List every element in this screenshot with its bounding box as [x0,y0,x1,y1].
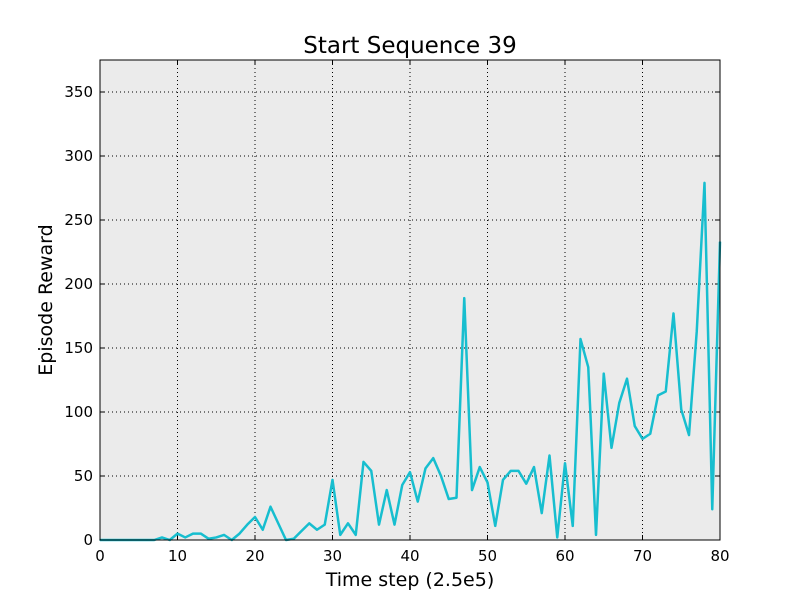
data-point [339,534,342,536]
chart-title: Start Sequence 39 [303,33,517,59]
data-point [610,447,613,449]
x-tick-label: 70 [633,547,652,565]
data-point [649,432,652,435]
data-point [641,438,644,440]
data-point [370,470,373,472]
data-point [354,534,357,536]
data-point [215,536,218,539]
data-point [657,394,659,397]
x-tick-label: 30 [323,547,342,565]
y-tick-label: 100 [64,403,93,421]
x-tick-label: 80 [710,547,729,565]
y-tick-label: 200 [64,275,93,293]
y-tick-label: 50 [74,467,93,485]
data-point [509,470,512,472]
data-point [486,481,489,484]
data-point [680,408,683,411]
x-tick-label: 10 [168,547,187,565]
data-point [626,377,628,380]
data-point [440,475,442,477]
data-point [602,372,605,375]
axis-ticks: 0 10 20 30 40 50 60 70 80 0 50 100 150 200 250 300 350 [64,60,730,565]
data-point [385,489,388,491]
y-tick-label: 150 [64,339,93,357]
data-point [455,496,458,499]
data-point [540,512,543,514]
data-point [238,532,241,535]
data-point [517,470,520,472]
x-tick-label: 20 [245,547,264,565]
data-point [579,338,582,340]
data-point [347,522,349,525]
data-point [277,522,280,525]
x-axis-title: Time step (2.5e5) [325,569,495,591]
x-tick-label: 50 [478,547,497,565]
data-point [184,536,187,539]
data-point [223,534,225,536]
data-point [533,466,535,468]
data-point [672,312,675,315]
data-point [331,479,334,481]
data-point [478,466,481,468]
data-point [254,516,256,518]
data-point [463,297,466,299]
data-point [378,523,380,526]
data-point [618,402,621,404]
data-point [393,523,396,526]
series-group [99,181,722,542]
data-point [269,505,272,508]
data-point [711,508,714,511]
data-point [308,522,311,525]
data-point [564,462,566,465]
x-tick-label: 0 [95,547,105,565]
data-point [571,525,574,527]
data-point [207,537,210,540]
data-point [688,434,690,436]
data-point [292,537,295,540]
data-point [633,425,636,427]
data-point [432,457,435,459]
plot-frame [99,59,721,541]
y-axis-title: Episode Reward [35,224,57,375]
y-tick-label: 300 [64,147,93,165]
data-point [548,454,551,457]
data-point [595,534,597,536]
data-point [409,471,411,473]
data-point [664,390,667,393]
data-point [246,523,249,526]
data-point [261,528,264,531]
data-point [556,536,559,539]
data-point [424,467,427,470]
data-point [502,479,504,481]
data-point [447,498,450,500]
data-point [176,532,179,535]
data-point [362,461,365,463]
data-point [587,366,590,369]
x-tick-label: 60 [555,547,574,565]
data-point [695,330,698,333]
data-point [300,530,303,532]
data-point [401,484,404,486]
data-point [703,182,706,184]
data-point [161,536,163,539]
data-point [471,489,473,491]
data-point [525,482,528,485]
x-tick-label: 40 [400,547,419,565]
data-point [192,532,194,535]
y-tick-label: 0 [83,531,93,549]
data-point [416,500,419,503]
data-point [199,532,202,535]
data-point [316,528,318,531]
data-point [323,523,326,526]
data-point [494,525,497,527]
y-tick-label: 250 [64,211,93,229]
y-tick-label: 350 [64,83,93,101]
